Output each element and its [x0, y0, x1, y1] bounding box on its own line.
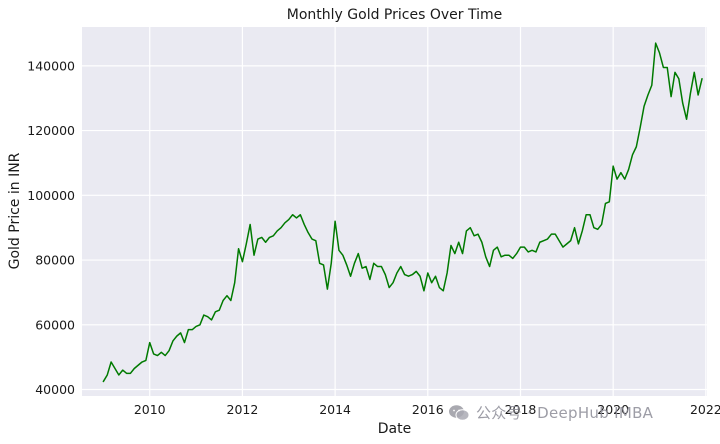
y-tick-label: 80000	[35, 253, 75, 268]
y-tick-label: 120000	[27, 123, 75, 138]
x-tick-label: 2016	[412, 402, 444, 417]
x-tick-label: 2018	[505, 402, 537, 417]
x-tick-label: 2014	[319, 402, 351, 417]
y-tick-label: 60000	[35, 317, 75, 332]
y-tick-label: 100000	[27, 188, 75, 203]
x-axis-label: Date	[378, 421, 411, 437]
x-tick-label: 2020	[597, 402, 629, 417]
x-tick-label: 2022	[690, 402, 720, 417]
series-layer	[102, 42, 703, 383]
x-tick-label: 2010	[134, 402, 166, 417]
tick-labels: 40000 60000 80000 100000 120000 140000 2010 201…	[27, 58, 720, 417]
y-axis-label: Gold Price in INR	[7, 152, 23, 269]
y-tick-label: 40000	[35, 382, 75, 397]
series-line	[102, 42, 703, 383]
grid-lines	[82, 27, 707, 396]
chart-title: Monthly Gold Prices Over Time	[287, 7, 502, 23]
y-tick-label: 140000	[27, 58, 75, 73]
x-tick-label: 2012	[227, 402, 259, 417]
